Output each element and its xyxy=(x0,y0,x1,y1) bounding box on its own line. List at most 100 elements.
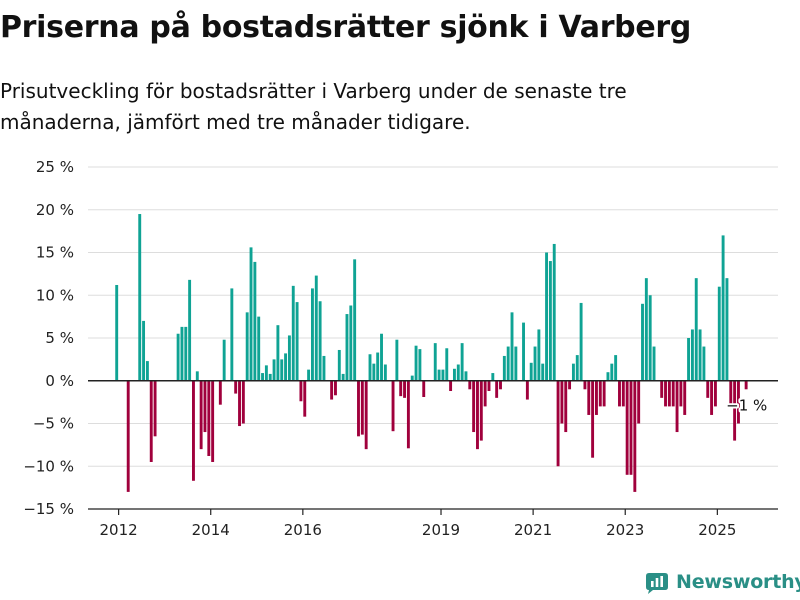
bar xyxy=(698,329,702,381)
bar xyxy=(357,380,360,437)
bar xyxy=(479,380,483,441)
bar xyxy=(322,355,326,381)
bar xyxy=(422,380,426,397)
x-tick-label: 2019 xyxy=(422,521,460,539)
bar xyxy=(717,286,721,381)
y-tick-label: −5 % xyxy=(33,415,74,433)
bar xyxy=(625,380,629,475)
bar xyxy=(687,338,691,381)
bar xyxy=(525,380,529,400)
bar xyxy=(180,326,184,381)
bar xyxy=(621,380,625,407)
bar xyxy=(702,346,706,381)
bar xyxy=(706,380,710,398)
bar xyxy=(268,373,272,381)
bar xyxy=(713,380,717,407)
bar xyxy=(606,372,610,381)
bar xyxy=(449,380,453,392)
bar xyxy=(433,343,437,381)
bar xyxy=(341,373,345,381)
bar xyxy=(587,380,591,415)
x-axis: 2012 2014 2016 2019 2021 2023 2025 xyxy=(88,508,778,539)
bar xyxy=(245,312,249,381)
bar xyxy=(506,346,510,381)
bar xyxy=(418,349,422,381)
bar xyxy=(694,278,698,381)
bar xyxy=(145,361,149,381)
bar xyxy=(261,373,264,381)
bar xyxy=(399,380,403,397)
y-tick-label: 10 % xyxy=(36,286,74,304)
bar xyxy=(541,363,545,381)
bar xyxy=(406,380,410,449)
bar xyxy=(556,380,560,467)
bar xyxy=(495,380,499,398)
bar xyxy=(529,362,533,381)
bar xyxy=(410,375,414,381)
bar xyxy=(345,314,349,381)
bar xyxy=(737,380,740,424)
bar xyxy=(452,368,456,381)
bar xyxy=(464,371,468,381)
bars xyxy=(115,214,748,492)
bar xyxy=(376,352,380,381)
bar xyxy=(610,363,614,381)
bar xyxy=(142,320,146,381)
bar xyxy=(537,329,541,381)
bar xyxy=(149,380,153,462)
bar xyxy=(276,325,280,381)
y-tick-label: 25 % xyxy=(36,158,74,176)
bar xyxy=(729,380,733,407)
bar xyxy=(633,380,637,492)
bar xyxy=(733,380,737,441)
bar xyxy=(238,380,241,427)
x-tick-label: 2021 xyxy=(514,521,552,539)
y-tick-label: 5 % xyxy=(45,329,74,347)
brand-logo: Newsworthy xyxy=(644,566,800,598)
bar xyxy=(595,380,598,415)
bar xyxy=(287,335,291,381)
y-tick-label: 15 % xyxy=(36,244,74,262)
bar xyxy=(445,348,449,381)
bar xyxy=(253,261,257,381)
bar xyxy=(644,278,648,381)
bar xyxy=(291,285,295,381)
bar xyxy=(460,343,464,381)
bar xyxy=(641,303,644,381)
bar xyxy=(568,380,572,390)
bar xyxy=(192,380,195,481)
bar xyxy=(675,380,679,433)
y-axis-labels: −15 % −10 % −5 % 0 % 5 % 10 % 15 % 20 % 25 % xyxy=(23,158,74,518)
bar xyxy=(664,380,667,407)
bar xyxy=(230,288,234,381)
bar xyxy=(476,380,479,450)
x-tick-label: 2016 xyxy=(284,521,322,539)
bar xyxy=(629,380,633,475)
bar xyxy=(368,354,372,381)
bar xyxy=(579,302,583,381)
bar xyxy=(330,380,334,400)
bar xyxy=(548,261,552,381)
bar xyxy=(671,380,675,407)
bar xyxy=(679,380,683,407)
y-tick-label: −15 % xyxy=(23,500,74,518)
bar xyxy=(725,278,729,381)
y-tick-label: −10 % xyxy=(23,457,74,475)
bar xyxy=(491,373,495,381)
bar xyxy=(499,380,502,390)
bar xyxy=(403,380,406,398)
bar xyxy=(598,380,602,407)
bar xyxy=(571,363,575,381)
bar xyxy=(307,369,311,381)
bar xyxy=(591,380,595,458)
bar xyxy=(391,380,395,432)
bar xyxy=(744,380,748,390)
bar xyxy=(222,339,226,381)
bar xyxy=(510,312,514,381)
bar xyxy=(218,380,222,405)
bar xyxy=(637,380,641,424)
bar xyxy=(456,364,460,381)
bar-chart: −15 % −10 % −5 % 0 % 5 % 10 % 15 % 20 % 25 % 201… xyxy=(23,158,778,539)
bar xyxy=(184,326,188,381)
bar xyxy=(522,322,525,381)
